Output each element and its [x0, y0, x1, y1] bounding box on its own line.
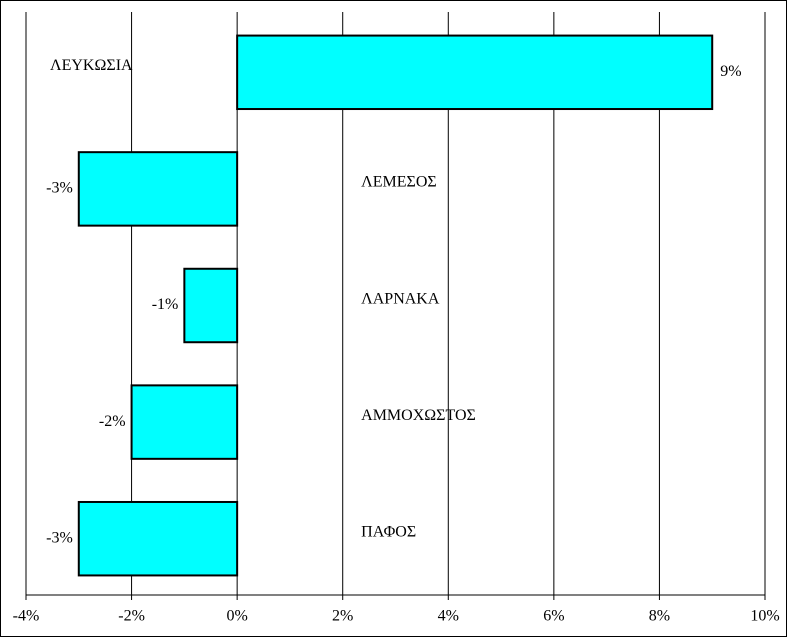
x-tick-label: -2% [118, 608, 145, 625]
category-label: ΛΑΡΝΑΚΑ [361, 290, 440, 307]
bar [130, 384, 239, 460]
category-label: ΑΜΜΟΧΩΣΤΟΣ [361, 407, 476, 424]
x-tick-label: -4% [13, 608, 40, 625]
bar [183, 267, 239, 344]
x-tick-label: 6% [543, 608, 564, 625]
bar [77, 500, 239, 577]
bar [236, 34, 714, 111]
bar [77, 151, 239, 227]
category-label: ΠΑΦΟΣ [361, 524, 416, 541]
x-tick-label: 4% [438, 608, 459, 625]
value-label: -2% [99, 413, 126, 430]
x-tick-label: 8% [649, 608, 670, 625]
x-tick-label: 10% [750, 608, 779, 625]
value-label: 9% [720, 63, 741, 80]
x-tick-label: 2% [332, 608, 353, 625]
category-label: ΛΕΜΕΣΟΣ [361, 174, 437, 191]
value-label: -3% [46, 180, 73, 197]
value-label: -1% [152, 296, 179, 313]
x-tick-label: 0% [226, 608, 247, 625]
category-label: ΛΕΥΚΩΣΙΑ [50, 57, 133, 74]
value-label: -3% [46, 529, 73, 546]
